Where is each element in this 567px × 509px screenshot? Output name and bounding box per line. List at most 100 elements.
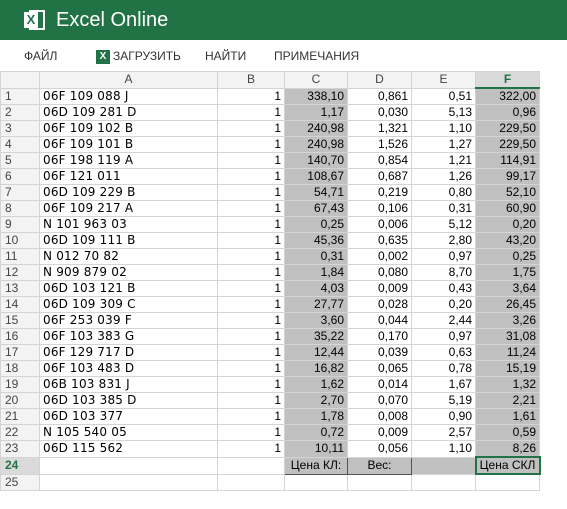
cell-a[interactable]: 06D 109 309 C <box>39 296 218 313</box>
cell-d[interactable]: 0,039 <box>347 344 412 361</box>
cell-f[interactable]: 229,50 <box>475 136 540 153</box>
cell-a[interactable] <box>39 473 218 491</box>
cell-e[interactable]: 1,67 <box>411 376 476 393</box>
cell-d[interactable]: 0,002 <box>347 248 412 265</box>
cell-a[interactable]: 06D 103 121 B <box>39 280 218 297</box>
cell-a[interactable]: N 012 70 82 <box>39 248 218 265</box>
cell-c[interactable]: 10,11 <box>284 440 348 458</box>
app-title[interactable]: Excel Online <box>56 8 169 31</box>
cell-d[interactable]: 0,009 <box>347 280 412 297</box>
column-header-f[interactable]: F <box>475 71 540 89</box>
row-header[interactable]: 25 <box>0 473 40 491</box>
row-header[interactable]: 9 <box>0 216 40 233</box>
column-header-e[interactable]: E <box>411 71 476 89</box>
cell-e[interactable]: 0,63 <box>411 344 476 361</box>
cell-e[interactable]: 0,90 <box>411 408 476 425</box>
cell-e[interactable]: 0,31 <box>411 200 476 217</box>
cell-b[interactable]: 1 <box>217 392 285 409</box>
cell-f[interactable]: 31,08 <box>475 328 540 345</box>
cell-a[interactable]: 06D 103 377 <box>39 408 218 425</box>
cell-c[interactable]: 0,72 <box>284 424 348 441</box>
excel-logo-icon[interactable]: X <box>24 9 46 31</box>
cell-e[interactable]: 1,10 <box>411 120 476 137</box>
menu-file[interactable]: ФАЙЛ <box>24 49 58 63</box>
cell-d[interactable]: 0,030 <box>347 104 412 121</box>
menu-notes[interactable]: ПРИМЕЧАНИЯ <box>274 49 360 63</box>
menu-find[interactable]: НАЙТИ <box>205 49 247 63</box>
column-header-b[interactable]: B <box>217 71 285 89</box>
cell-c[interactable]: 67,43 <box>284 200 348 217</box>
row-header[interactable]: 19 <box>0 376 40 393</box>
cell-c[interactable]: 27,77 <box>284 296 348 313</box>
cell-c[interactable]: 1,78 <box>284 408 348 425</box>
cell-b[interactable]: 1 <box>217 264 285 281</box>
cell-d-weight-label[interactable]: Вес: <box>347 456 412 475</box>
cell-e[interactable] <box>411 456 476 475</box>
row-header[interactable]: 20 <box>0 392 40 409</box>
cell-f[interactable]: 0,25 <box>475 248 540 265</box>
cell-f[interactable]: 229,50 <box>475 120 540 137</box>
cell-b[interactable]: 1 <box>217 104 285 121</box>
cell-a[interactable]: N 101 963 03 <box>39 216 218 233</box>
cell-d[interactable]: 0,854 <box>347 152 412 169</box>
cell-a[interactable]: 06F 253 039 F <box>39 312 218 329</box>
cell-e[interactable]: 2,80 <box>411 232 476 249</box>
cell-d[interactable]: 0,687 <box>347 168 412 185</box>
cell-d[interactable]: 0,056 <box>347 440 412 458</box>
row-header[interactable]: 22 <box>0 424 40 441</box>
cell-b[interactable]: 1 <box>217 280 285 297</box>
cell-b[interactable]: 1 <box>217 87 285 105</box>
row-header[interactable]: 8 <box>0 200 40 217</box>
cell-d[interactable]: 0,635 <box>347 232 412 249</box>
cell-f[interactable]: 0,96 <box>475 104 540 121</box>
cell-e[interactable]: 0,97 <box>411 328 476 345</box>
cell-e[interactable]: 5,13 <box>411 104 476 121</box>
cell-f[interactable]: 322,00 <box>475 87 540 105</box>
cell-a[interactable]: 06F 129 717 D <box>39 344 218 361</box>
cell-a[interactable] <box>39 456 218 475</box>
cell-d[interactable]: 0,006 <box>347 216 412 233</box>
cell-f-active[interactable]: Цена СКЛ <box>474 456 541 475</box>
column-header-c[interactable]: C <box>284 71 348 89</box>
cell-a[interactable]: 06D 109 111 B <box>39 232 218 249</box>
cell-a[interactable]: 06F 121 011 <box>39 168 218 185</box>
cell-e[interactable] <box>411 473 476 491</box>
cell-d[interactable]: 0,014 <box>347 376 412 393</box>
cell-b[interactable]: 1 <box>217 248 285 265</box>
cell-b[interactable]: 1 <box>217 120 285 137</box>
cell-f[interactable]: 2,21 <box>475 392 540 409</box>
cell-c[interactable]: 4,03 <box>284 280 348 297</box>
cell-f[interactable] <box>475 473 540 491</box>
cell-b[interactable]: 1 <box>217 440 285 458</box>
row-header[interactable]: 18 <box>0 360 40 377</box>
cell-a[interactable]: 06F 109 102 B <box>39 120 218 137</box>
cell-e[interactable]: 1,26 <box>411 168 476 185</box>
cell-e[interactable]: 2,57 <box>411 424 476 441</box>
row-header[interactable]: 4 <box>0 136 40 153</box>
cell-e[interactable]: 0,51 <box>411 87 476 105</box>
cell-e[interactable]: 0,80 <box>411 184 476 201</box>
cell-c[interactable]: 240,98 <box>284 120 348 137</box>
cell-c[interactable]: 3,60 <box>284 312 348 329</box>
cell-b[interactable]: 1 <box>217 136 285 153</box>
cell-e[interactable]: 1,10 <box>411 440 476 458</box>
cell-b[interactable]: 1 <box>217 344 285 361</box>
cell-d[interactable]: 0,044 <box>347 312 412 329</box>
cell-a[interactable]: 06D 115 562 <box>39 440 218 458</box>
row-header[interactable]: 11 <box>0 248 40 265</box>
row-header[interactable]: 14 <box>0 296 40 313</box>
select-all-corner[interactable] <box>0 71 40 89</box>
cell-d[interactable]: 0,219 <box>347 184 412 201</box>
cell-b[interactable]: 1 <box>217 152 285 169</box>
cell-a[interactable]: N 105 540 05 <box>39 424 218 441</box>
cell-c[interactable]: 45,36 <box>284 232 348 249</box>
cell-f[interactable]: 43,20 <box>475 232 540 249</box>
cell-d[interactable]: 0,065 <box>347 360 412 377</box>
cell-c[interactable]: 108,67 <box>284 168 348 185</box>
cell-c[interactable]: 12,44 <box>284 344 348 361</box>
cell-b[interactable]: 1 <box>217 408 285 425</box>
cell-f[interactable]: 26,45 <box>475 296 540 313</box>
cell-d[interactable]: 0,009 <box>347 424 412 441</box>
cell-f[interactable]: 0,20 <box>475 216 540 233</box>
cell-a[interactable]: 06F 198 119 A <box>39 152 218 169</box>
